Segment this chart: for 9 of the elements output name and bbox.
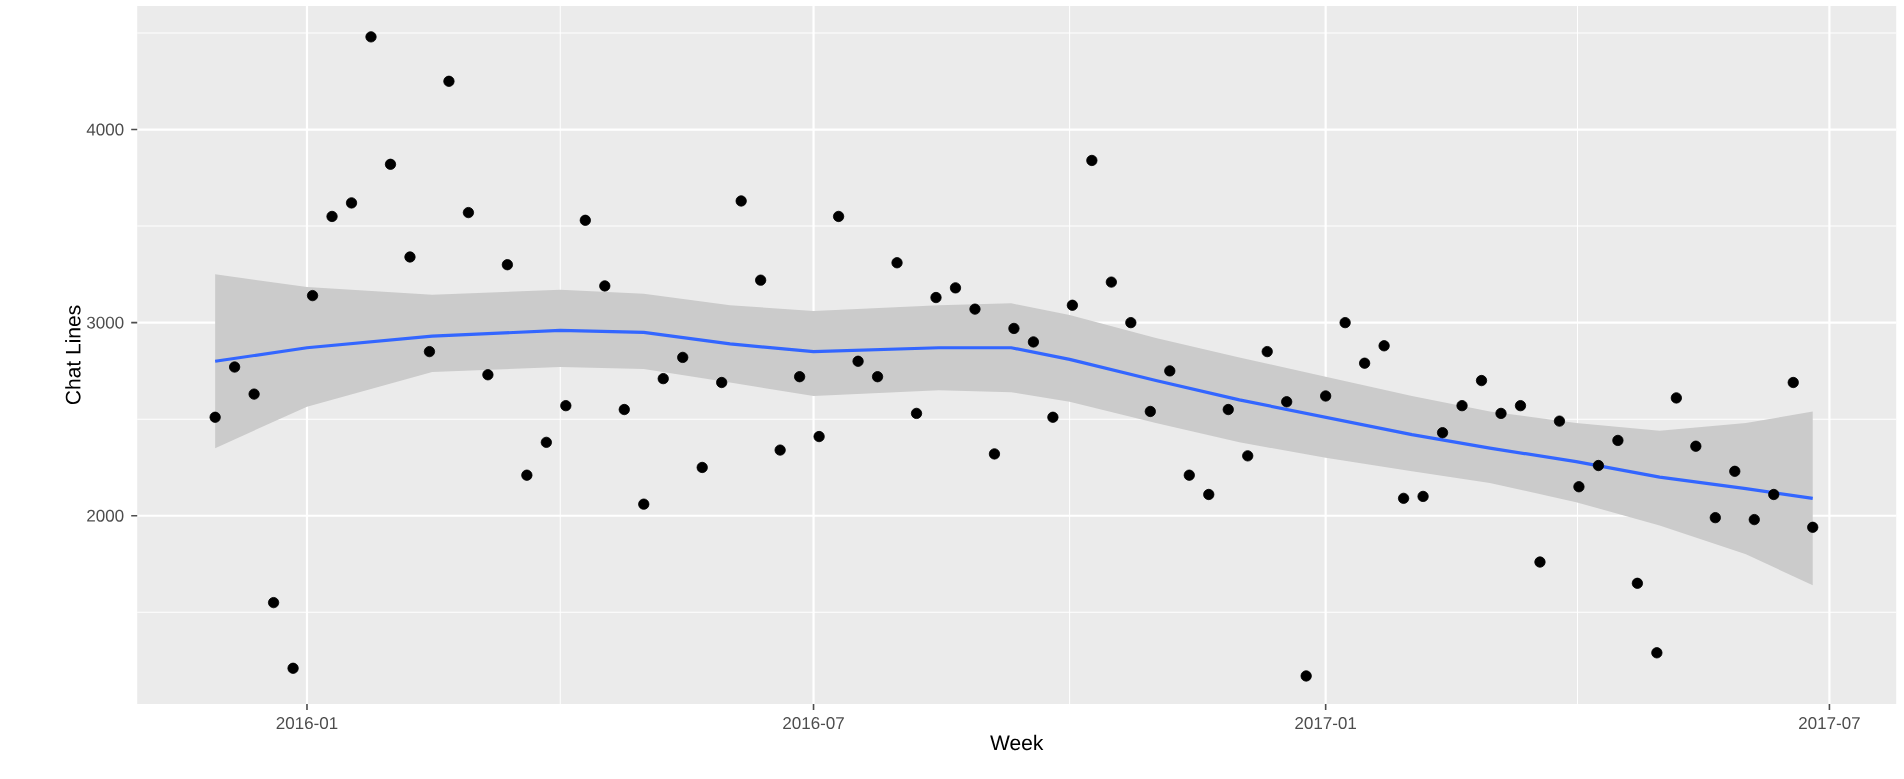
x-tick-label: 2016-01: [276, 717, 338, 730]
x-tick-label: 2017-07: [1799, 717, 1860, 730]
y-tick-label: 2000: [87, 509, 124, 522]
y-tick-label: 3000: [86, 316, 124, 329]
y-tick-label: 4000: [86, 123, 124, 136]
x-axis-title: Week: [990, 734, 1044, 751]
x-tick-label: 2017-01: [1295, 717, 1357, 730]
x-tick-label: 2016-07: [783, 717, 844, 730]
y-axis-title: Chat Lines: [65, 305, 81, 405]
